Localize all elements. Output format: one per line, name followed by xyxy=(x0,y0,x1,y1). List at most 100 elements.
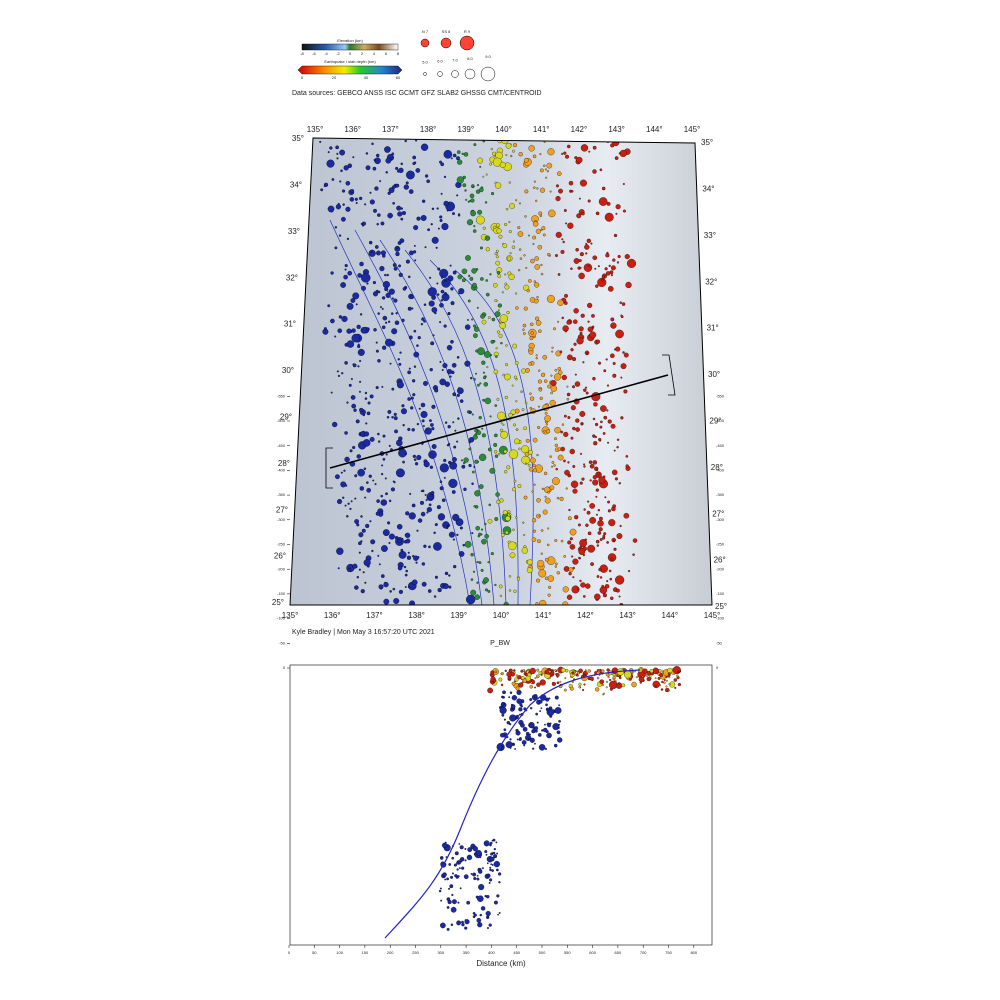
earthquake xyxy=(499,428,504,432)
earthquake xyxy=(594,593,601,600)
earthquake xyxy=(388,444,391,447)
earthquake xyxy=(595,284,599,288)
earthquake xyxy=(532,242,535,245)
earthquake xyxy=(574,373,577,376)
earthquake xyxy=(431,236,439,244)
earthquake xyxy=(622,183,625,186)
profile-earthquake xyxy=(534,742,536,745)
earthquake xyxy=(615,346,621,352)
x-tick-label: 0 xyxy=(288,950,291,955)
earthquake xyxy=(546,294,555,303)
y-tick-label: -400 xyxy=(277,467,286,472)
earthquake xyxy=(484,533,489,539)
profile-earthquake xyxy=(476,874,479,877)
earthquake xyxy=(525,267,528,269)
profile-earthquake xyxy=(548,706,553,711)
earthquake xyxy=(504,282,508,286)
earthquake xyxy=(554,437,557,441)
profile-earthquake xyxy=(520,722,525,728)
earthquake xyxy=(595,495,598,498)
earthquake xyxy=(515,378,518,381)
earthquake xyxy=(443,458,447,463)
earthquake xyxy=(395,251,400,257)
profile-earthquake xyxy=(673,678,678,682)
earthquake xyxy=(586,352,589,355)
earthquake xyxy=(381,472,384,476)
earthquake xyxy=(557,320,560,323)
earthquake xyxy=(372,281,376,285)
earthquake xyxy=(429,465,434,469)
earthquake xyxy=(439,486,444,491)
earthquake xyxy=(566,397,570,401)
earthquake xyxy=(547,593,551,597)
earthquake xyxy=(374,483,377,486)
earthquake xyxy=(383,582,389,588)
profile-earthquake xyxy=(466,900,471,905)
earthquake xyxy=(450,157,453,160)
earthquake xyxy=(616,446,619,449)
earthquake xyxy=(369,436,375,442)
lon-label: 141° xyxy=(535,611,552,620)
profile-earthquake xyxy=(528,724,531,727)
earthquake xyxy=(448,313,451,316)
earthquake xyxy=(356,576,359,579)
earthquake xyxy=(527,559,533,565)
earthquake xyxy=(402,287,407,291)
earthquake xyxy=(513,423,516,427)
earthquake xyxy=(554,443,558,447)
earthquake xyxy=(530,331,534,335)
earthquake xyxy=(349,507,352,511)
profile-earthquake xyxy=(459,887,462,890)
earthquake xyxy=(340,169,343,173)
data-sources: Data sources: GEBCO ANSS ISC GCMT GFZ SL… xyxy=(292,90,542,97)
earthquake xyxy=(448,585,452,589)
earthquake xyxy=(542,354,548,360)
earthquake xyxy=(510,409,516,415)
earthquake xyxy=(528,145,535,152)
profile-earthquake xyxy=(503,718,506,721)
earthquake xyxy=(478,484,484,489)
earthquake xyxy=(329,146,333,150)
earthquake xyxy=(337,567,340,570)
y-tick-label: -100 xyxy=(277,616,286,621)
earthquake xyxy=(343,274,348,280)
earthquake xyxy=(508,449,519,459)
earthquake xyxy=(409,492,412,495)
earthquake xyxy=(405,511,410,516)
earthquake xyxy=(435,246,438,249)
earthquake xyxy=(400,162,403,166)
earthquake xyxy=(533,280,536,283)
profile-earthquake xyxy=(638,676,645,683)
earthquake xyxy=(596,471,601,476)
x-tick-label: 200 xyxy=(387,950,394,955)
earthquake xyxy=(461,464,466,469)
earthquake xyxy=(544,415,551,422)
profile-earthquake xyxy=(496,894,500,898)
earthquake xyxy=(481,427,484,430)
earthquake xyxy=(365,152,369,155)
earthquake xyxy=(350,298,356,303)
earthquake xyxy=(494,454,499,458)
earthquake xyxy=(502,243,508,249)
earthquake xyxy=(492,151,496,156)
earthquake xyxy=(439,360,442,363)
profile-earthquake xyxy=(538,744,546,751)
earthquake xyxy=(505,154,508,156)
earthquake xyxy=(563,151,567,155)
earthquake xyxy=(573,258,580,264)
earthquake xyxy=(614,156,619,160)
earthquake xyxy=(430,423,434,427)
earthquake xyxy=(394,320,400,325)
earthquake xyxy=(439,215,443,219)
profile-earthquake xyxy=(584,669,587,672)
earthquake xyxy=(483,577,489,583)
profile-earthquake xyxy=(451,872,454,875)
profile-earthquake xyxy=(451,856,455,860)
earthquake xyxy=(560,446,565,452)
profile-earthquake xyxy=(508,696,511,699)
earthquake xyxy=(485,279,488,282)
earthquake xyxy=(470,578,474,581)
lon-label: 141° xyxy=(533,125,550,134)
profile-earthquake xyxy=(606,668,610,672)
earthquake xyxy=(615,329,624,339)
